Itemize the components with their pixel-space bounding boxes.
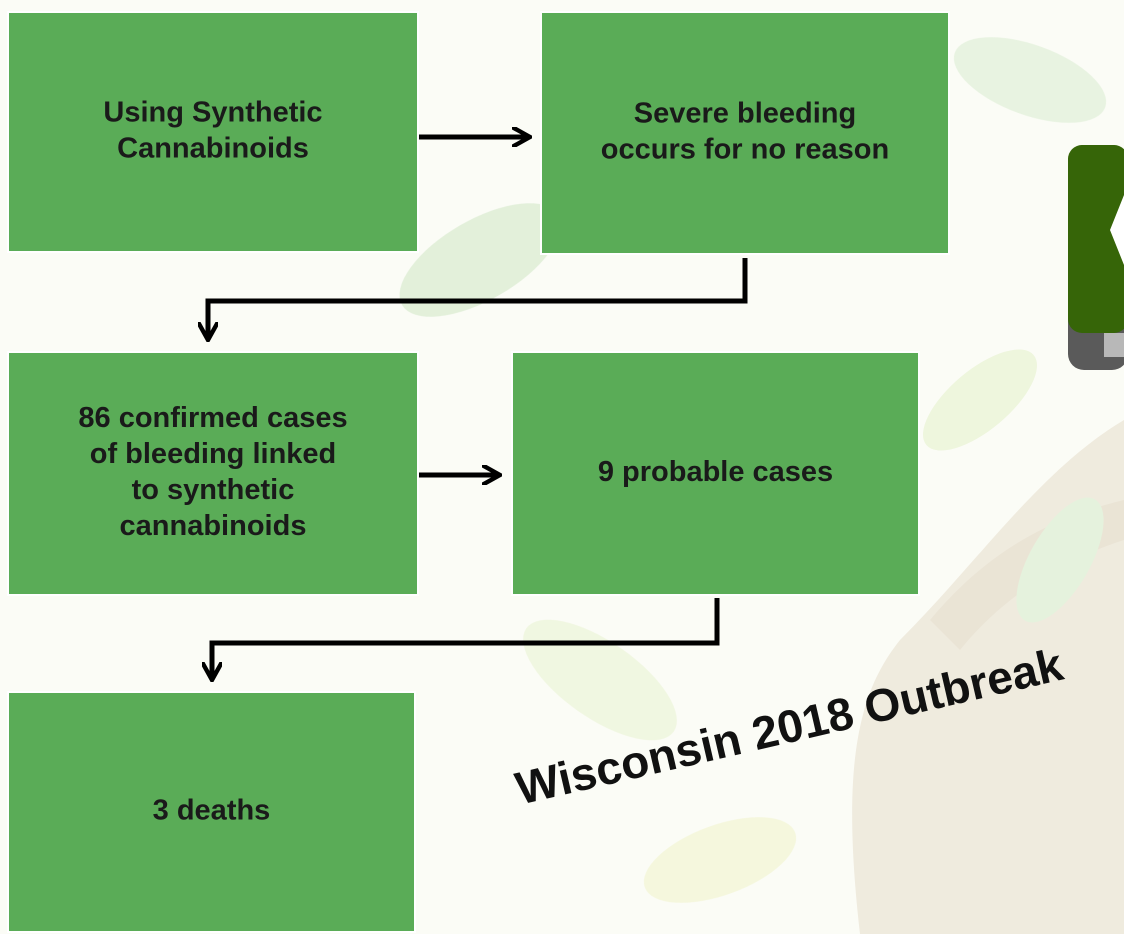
flow-box: 9 probable cases	[512, 352, 919, 595]
page: Using Synthetic Cannabinoids Severe bleedi…	[0, 0, 1124, 934]
side-tab	[1068, 145, 1124, 370]
flow-box: Using Synthetic Cannabinoids	[8, 12, 418, 252]
flow-box: 86 confirmed cases of bleeding linked to s…	[8, 352, 418, 595]
box-label: 3 deaths	[153, 795, 271, 827]
flow-box: Severe bleeding occurs for no reason	[541, 12, 949, 254]
box-label: Severe bleeding	[634, 98, 856, 130]
box-label: Using Synthetic	[103, 97, 322, 129]
box-label: 9 probable cases	[598, 456, 833, 488]
box-label: cannabinoids	[120, 510, 307, 542]
flow-boxes: Using Synthetic Cannabinoids Severe bleedi…	[8, 12, 949, 932]
box-label: occurs for no reason	[601, 134, 889, 166]
box-label: Cannabinoids	[117, 133, 309, 165]
leaf	[943, 20, 1117, 141]
leaf	[907, 332, 1053, 468]
box-label: to synthetic	[132, 474, 295, 506]
flow-box: 3 deaths	[8, 692, 415, 932]
tab-edge	[1104, 333, 1124, 357]
slide: Using Synthetic Cannabinoids Severe bleedi…	[0, 0, 1124, 934]
box-label: of bleeding linked	[90, 438, 337, 470]
leaf	[633, 800, 807, 921]
box-label: 86 confirmed cases	[78, 402, 347, 434]
